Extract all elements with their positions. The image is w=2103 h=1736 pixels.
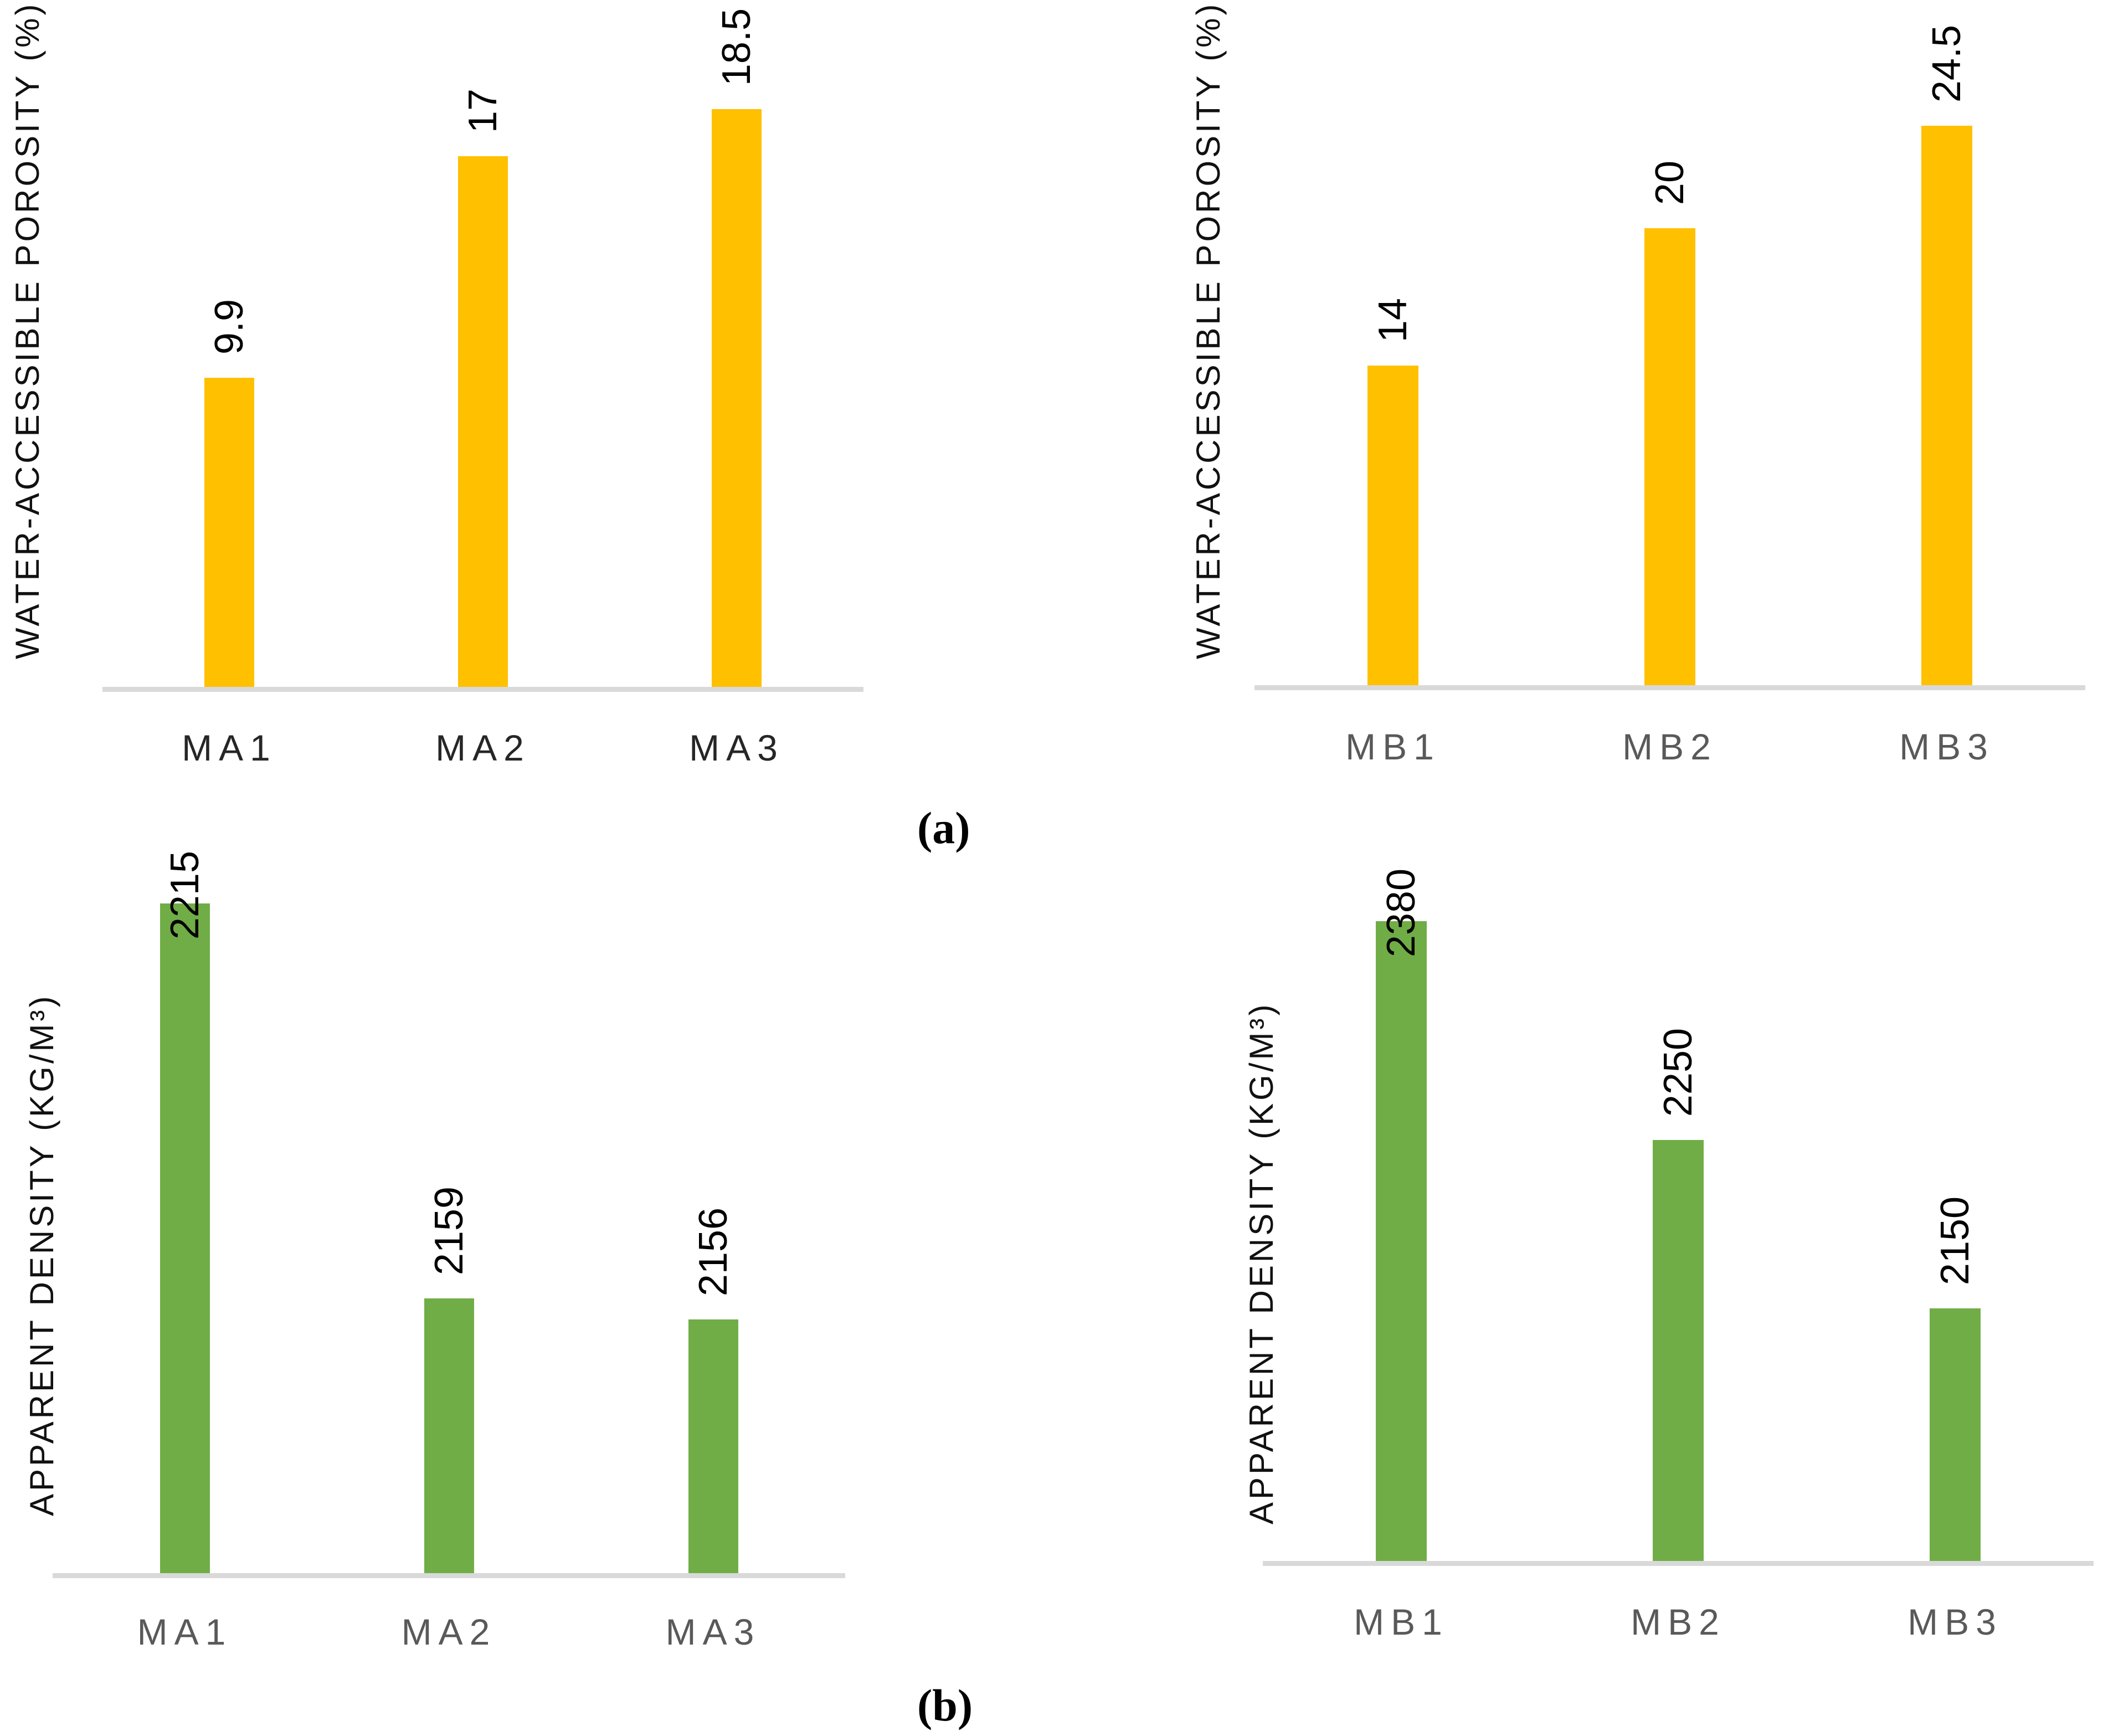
- bar: [1644, 228, 1695, 685]
- bar: [712, 109, 762, 687]
- bar-value-label: 2380: [1379, 868, 1423, 957]
- bar: [1930, 1308, 1981, 1561]
- category-label: MA2: [401, 1611, 497, 1652]
- bar: [688, 1319, 738, 1573]
- category-label: MA2: [435, 727, 531, 768]
- panel-b-label: (b): [917, 1680, 973, 1730]
- panel-a-label: (a): [917, 803, 970, 853]
- category-label: MA3: [665, 1611, 761, 1652]
- bar: [1653, 1140, 1704, 1561]
- x-axis-line: [1254, 685, 2085, 690]
- bar-value-label: 2250: [1656, 1028, 1700, 1117]
- bar: [1367, 366, 1418, 685]
- bar: [1921, 126, 1972, 685]
- x-axis-line: [1263, 1561, 2094, 1566]
- bar: [458, 156, 508, 687]
- bar-value-label: 2150: [1933, 1196, 1977, 1285]
- y-axis-title: APPARENT DENSITY (KG/M³): [1243, 1001, 1280, 1524]
- x-axis-line: [102, 687, 863, 692]
- category-label: MA1: [182, 727, 277, 768]
- category-label: MB2: [1631, 1601, 1726, 1642]
- bar: [204, 378, 254, 687]
- category-label: MA1: [137, 1611, 233, 1652]
- bar: [160, 903, 210, 1573]
- bar: [424, 1298, 474, 1573]
- bar: [1376, 921, 1427, 1561]
- category-label: MB1: [1354, 1601, 1449, 1642]
- category-label: MA3: [689, 727, 784, 768]
- category-label: MB3: [1899, 726, 1994, 767]
- category-label: MB2: [1622, 726, 1718, 767]
- category-label: MB3: [1907, 1601, 2003, 1642]
- x-axis-line: [53, 1573, 845, 1578]
- category-label: MB1: [1345, 726, 1441, 767]
